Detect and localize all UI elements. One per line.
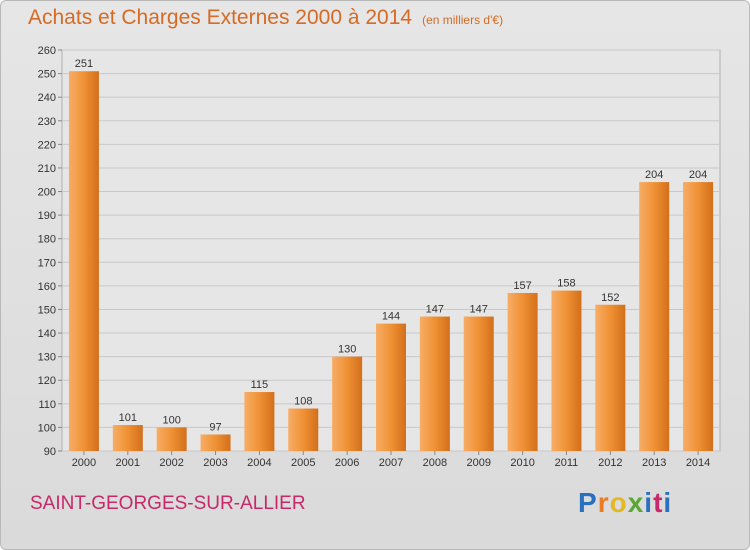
bar-value-label: 204 [689,169,707,181]
bar-value-label: 152 [601,292,619,304]
x-tick-label: 2014 [686,457,710,469]
bar-2007 [376,323,406,451]
bar-value-label: 97 [209,421,221,433]
x-tick-label: 2013 [642,457,666,469]
y-tick-label: 230 [38,116,56,128]
y-axis: 90 100 110 120 130 140 150 160 170 180 190 200 210 22… [38,45,62,458]
y-tick-label: 200 [38,187,56,199]
bar-value-label: 251 [75,58,93,70]
x-tick-label: 2008 [423,457,447,469]
y-tick-label: 150 [38,304,56,316]
bar-value-label: 144 [382,311,400,323]
x-tick-label: 2001 [116,457,140,469]
bar-value-label: 147 [470,304,488,316]
bar-value-label: 158 [557,278,575,290]
y-tick-label: 130 [38,352,56,364]
bar-2014 [683,182,714,451]
x-tick-label: 2009 [466,457,490,469]
bar-2001 [112,425,143,451]
bar-2012 [595,304,626,451]
y-tick-label: 140 [38,328,56,340]
bar-2010 [507,292,538,451]
x-tick-label: 2010 [510,457,534,469]
bar-2009 [463,316,494,451]
y-tick-label: 250 [38,69,56,81]
bar-2003 [200,434,231,451]
y-tick-label: 210 [38,163,56,175]
bar-value-label: 101 [119,412,137,424]
x-tick-label: 2000 [72,457,96,469]
proxiti-logo: Proxiti [578,487,673,518]
y-tick-label: 220 [38,139,56,151]
chart-unit: (en milliers d'€) [422,13,504,27]
x-tick-label: 2011 [555,457,579,469]
y-tick-label: 260 [38,45,56,57]
bar-2006 [332,356,363,451]
bar-value-label: 108 [294,396,312,408]
bars: 251 101 100 97 115 108 130 144 147 147 157 158 152 20… [68,58,714,452]
bar-2005 [288,408,319,451]
bar-value-label: 100 [162,414,180,426]
y-tick-label: 90 [44,446,56,458]
y-tick-label: 170 [38,257,56,269]
x-tick-label: 2006 [335,457,359,469]
y-tick-label: 110 [38,399,56,411]
y-tick-label: 100 [38,422,56,434]
bar-value-label: 204 [645,169,663,181]
bar-value-label: 130 [338,344,356,356]
bar-2002 [156,427,187,451]
y-tick-label: 240 [38,92,56,104]
bar-value-label: 147 [426,304,444,316]
bar-2000 [68,71,99,452]
x-axis: 2000 2001 2002 2003 2004 2005 2006 2007 2008 2009… [72,451,710,469]
bar-2008 [419,316,450,451]
bar-value-label: 115 [251,379,269,391]
bar-2013 [639,182,670,451]
bar-2011 [551,290,582,451]
x-tick-label: 2012 [598,457,622,469]
y-tick-label: 160 [38,281,56,293]
commune-name: SAINT-GEORGES-SUR-ALLIER [30,493,306,514]
x-tick-label: 2003 [203,457,227,469]
y-tick-label: 120 [38,375,56,387]
y-tick-label: 180 [38,234,56,246]
y-tick-label: 190 [38,210,56,222]
x-tick-label: 2002 [159,457,183,469]
x-tick-label: 2004 [247,457,271,469]
bar-2004 [244,392,275,451]
chart-title-text: Achats et Charges Externes 2000 à 2014 [28,6,413,29]
bar-value-label: 157 [513,280,531,292]
x-tick-label: 2005 [291,457,315,469]
chart-title: Achats et Charges Externes 2000 à 2014 (e… [28,6,503,30]
x-tick-label: 2007 [379,457,403,469]
